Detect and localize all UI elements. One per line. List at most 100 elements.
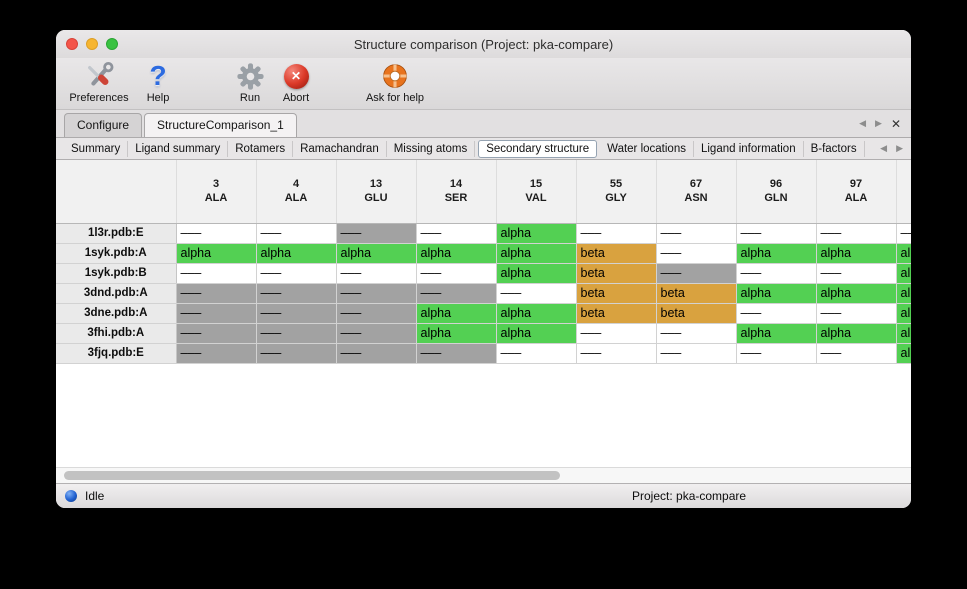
tab-scroll-left-icon[interactable]: ◀ [859, 118, 867, 128]
tab-close-icon[interactable]: ✕ [890, 116, 901, 131]
cell-gray[interactable]: ––– [336, 223, 417, 244]
cell-blank[interactable]: ––– [656, 223, 737, 244]
subtab-rotamers[interactable]: Rotamers [228, 140, 294, 157]
toolbar-item-preferences[interactable]: Preferences [66, 60, 132, 104]
cell-gray[interactable]: ––– [256, 323, 337, 344]
subtab-water-locations[interactable]: Water locations [600, 140, 694, 157]
cell-blank[interactable]: ––– [816, 343, 897, 364]
cell-blank[interactable]: ––– [496, 343, 577, 364]
tab-configure[interactable]: Configure [64, 113, 143, 137]
cell-gray[interactable]: ––– [336, 283, 417, 304]
cell-gray[interactable]: ––– [256, 343, 337, 364]
column-header-15[interactable]: 15 VAL [496, 160, 577, 224]
cell-blank[interactable]: ––– [736, 303, 817, 324]
cell-gray[interactable]: ––– [176, 323, 257, 344]
column-header-14[interactable]: 14 SER [416, 160, 497, 224]
subtab-ramachandran[interactable]: Ramachandran [293, 140, 387, 157]
zoom-button[interactable] [106, 38, 118, 50]
cell-blank[interactable]: ––– [816, 223, 897, 244]
row-header[interactable]: 3fhi.pdb:A [56, 323, 177, 344]
cell-alpha[interactable]: alpha [336, 243, 417, 264]
cell-blank[interactable]: ––– [736, 223, 817, 244]
cell-alpha[interactable]: alpha [496, 263, 577, 284]
row-header[interactable]: 1syk.pdb:A [56, 243, 177, 264]
subtab-scroll-left-icon[interactable]: ◀ [880, 143, 888, 153]
toolbar-item-ask-for-help[interactable]: Ask for help [362, 60, 428, 104]
cell-blank[interactable]: ––– [416, 263, 497, 284]
row-header[interactable]: 1l3r.pdb:E [56, 223, 177, 244]
cell-blank[interactable]: ––– [816, 263, 897, 284]
close-button[interactable] [66, 38, 78, 50]
column-header-4[interactable]: 4 ALA [256, 160, 337, 224]
cell-blank[interactable]: ––– [256, 223, 337, 244]
row-header[interactable]: 3fjq.pdb:E [56, 343, 177, 364]
column-header-67[interactable]: 67 ASN [656, 160, 737, 224]
minimize-button[interactable] [86, 38, 98, 50]
cell-alpha[interactable]: alpha [256, 243, 337, 264]
cell-alpha[interactable]: alpha [416, 323, 497, 344]
cell-gray[interactable]: ––– [336, 303, 417, 324]
cell-blank[interactable]: ––– [656, 323, 737, 344]
cell-blank[interactable]: ––– [496, 283, 577, 304]
column-header-3[interactable]: 3 ALA [176, 160, 257, 224]
cell-alpha[interactable]: alpha [896, 263, 911, 284]
cell-gray[interactable]: ––– [176, 303, 257, 324]
cell-beta[interactable]: beta [656, 283, 737, 304]
cell-alpha[interactable]: alpha [896, 283, 911, 304]
cell-gray[interactable]: ––– [256, 303, 337, 324]
cell-alpha[interactable]: alpha [496, 323, 577, 344]
cell-gray[interactable]: ––– [176, 343, 257, 364]
subtab-ligand-information[interactable]: Ligand information [694, 140, 804, 157]
cell-alpha[interactable]: alpha [896, 323, 911, 344]
subtab-secondary-structure[interactable]: Secondary structure [478, 139, 598, 158]
cell-blank[interactable]: ––– [416, 223, 497, 244]
cell-alpha[interactable]: alpha [496, 303, 577, 324]
cell-alpha[interactable]: alpha [416, 243, 497, 264]
cell-beta[interactable]: beta [576, 303, 657, 324]
subtab-b-factors[interactable]: B-factors [804, 140, 865, 157]
row-header[interactable]: 1syk.pdb:B [56, 263, 177, 284]
subtab-missing-atoms[interactable]: Missing atoms [387, 140, 476, 157]
cell-gray[interactable]: ––– [656, 263, 737, 284]
cell-alpha[interactable]: alpha [816, 283, 897, 304]
row-header[interactable]: 3dne.pdb:A [56, 303, 177, 324]
subtab-scroll-right-icon[interactable]: ▶ [896, 143, 903, 153]
toolbar-item-run[interactable]: Run [228, 60, 272, 104]
cell-alpha[interactable]: alpha [736, 323, 817, 344]
cell-blank[interactable]: ––– [736, 343, 817, 364]
tab-scroll-right-icon[interactable]: ▶ [875, 118, 882, 128]
cell-blank[interactable]: ––– [896, 223, 911, 244]
cell-alpha[interactable]: alpha [816, 243, 897, 264]
subtab-summary[interactable]: Summary [64, 140, 129, 157]
cell-blank[interactable]: ––– [176, 223, 257, 244]
cell-alpha[interactable]: alpha [896, 303, 911, 324]
column-header-13[interactable]: 13 GLU [336, 160, 417, 224]
cell-blank[interactable]: ––– [656, 343, 737, 364]
cell-alpha[interactable]: alpha [496, 243, 577, 264]
column-header-97[interactable]: 97 ALA [816, 160, 897, 224]
cell-alpha[interactable]: alpha [816, 323, 897, 344]
cell-blank[interactable]: ––– [576, 343, 657, 364]
cell-alpha[interactable]: alpha [736, 243, 817, 264]
cell-blank[interactable]: ––– [176, 263, 257, 284]
cell-alpha[interactable]: alpha [896, 343, 911, 364]
tab-structurecomparison-1[interactable]: StructureComparison_1 [144, 113, 297, 137]
column-header-96[interactable]: 96 GLN [736, 160, 817, 224]
toolbar-item-help[interactable]: ? Help [136, 60, 180, 105]
cell-blank[interactable]: ––– [336, 263, 417, 284]
cell-blank[interactable]: ––– [256, 263, 337, 284]
cell-blank[interactable]: ––– [576, 323, 657, 344]
cell-beta[interactable]: beta [576, 283, 657, 304]
column-header-55[interactable]: 55 GLY [576, 160, 657, 224]
cell-blank[interactable]: ––– [816, 303, 897, 324]
row-header[interactable]: 3dnd.pdb:A [56, 283, 177, 304]
cell-blank[interactable]: ––– [576, 223, 657, 244]
cell-blank[interactable]: ––– [656, 243, 737, 264]
subtab-ligand-summary[interactable]: Ligand summary [128, 140, 229, 157]
cell-alpha[interactable]: alpha [176, 243, 257, 264]
cell-alpha[interactable]: alpha [736, 283, 817, 304]
toolbar-item-abort[interactable]: ✕ Abort [274, 60, 318, 104]
column-header-partial[interactable] [896, 160, 911, 224]
cell-gray[interactable]: ––– [176, 283, 257, 304]
scrollbar-thumb[interactable] [64, 471, 560, 480]
